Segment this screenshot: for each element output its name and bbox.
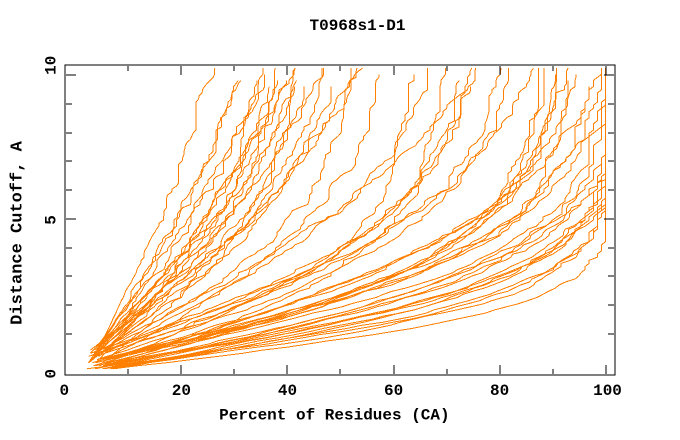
svg-text:0: 0 (59, 382, 69, 400)
svg-text:60: 60 (384, 382, 403, 400)
svg-text:80: 80 (490, 382, 509, 400)
svg-text:Percent of Residues (CA): Percent of Residues (CA) (219, 407, 449, 425)
svg-text:10: 10 (42, 56, 60, 75)
svg-text:Distance Cutoff, A: Distance Cutoff, A (9, 140, 28, 324)
svg-text:T0968s1-D1: T0968s1-D1 (309, 17, 405, 35)
svg-text:100: 100 (593, 382, 622, 400)
svg-text:40: 40 (278, 382, 297, 400)
svg-text:5: 5 (42, 215, 60, 225)
svg-text:0: 0 (42, 369, 60, 379)
svg-text:20: 20 (172, 382, 191, 400)
